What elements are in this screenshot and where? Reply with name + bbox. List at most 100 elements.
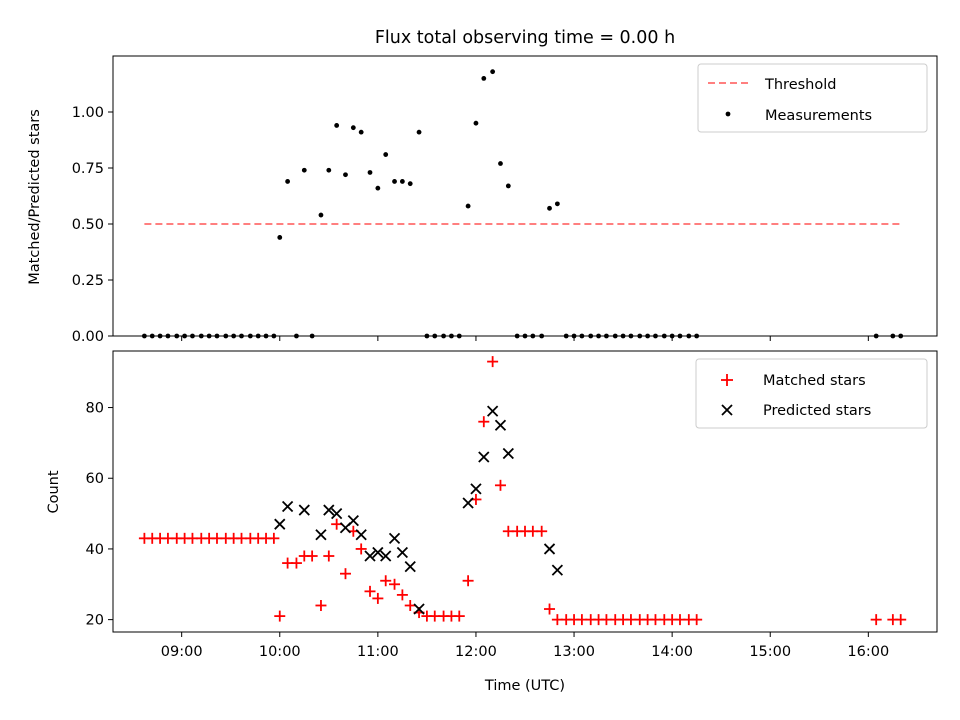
predicted-stars-point — [323, 504, 335, 516]
matched-stars-point — [339, 568, 351, 580]
matched-stars-point — [895, 614, 907, 626]
matched-stars-point — [487, 356, 499, 368]
legend-measurements-swatch — [725, 111, 731, 117]
bottom-x-tick-label: 11:00 — [357, 644, 399, 660]
measurements-point — [392, 179, 397, 184]
measurements-point — [277, 235, 283, 240]
measurements-point — [407, 181, 413, 187]
matched-stars-point — [380, 575, 392, 587]
bottom-x-tick-label: 13:00 — [553, 644, 595, 660]
predicted-stars-point — [543, 543, 556, 555]
matched-stars-point — [268, 532, 280, 544]
matched-stars-point — [331, 518, 343, 530]
matched-stars-point — [494, 479, 506, 491]
measurements-point — [318, 212, 324, 218]
bottom-y-tick-label: 80 — [86, 401, 104, 417]
predicted-stars-point — [355, 529, 367, 541]
measurements-point — [505, 183, 511, 189]
matched-stars-point — [290, 557, 302, 569]
top-plot-frame — [112, 55, 938, 337]
top-y-tick-label: 0.25 — [72, 273, 104, 289]
legend-threshold-label: Threshold — [764, 77, 836, 93]
measurements-point — [383, 152, 389, 157]
bottom-x-tick-label: 14:00 — [651, 644, 693, 660]
bottom-legend-box — [695, 358, 928, 429]
top-y-tick-label: 0.75 — [72, 161, 104, 177]
measurements-point — [350, 125, 356, 131]
bottom-x-tick-label: 10:00 — [259, 644, 301, 660]
matched-stars-point — [536, 525, 548, 537]
bottom-panel: Count Time (UTC) 09:00 10:00 11:00 12:00 13:… — [46, 350, 938, 694]
predicted-stars-point — [274, 518, 286, 530]
predicted-stars-point — [380, 550, 392, 562]
matched-stars-point — [396, 589, 408, 601]
measurements-point — [301, 167, 307, 173]
matched-stars-point — [691, 614, 703, 626]
predicted-stars-point — [462, 497, 474, 509]
measurements-point — [367, 170, 373, 175]
measurements-point — [490, 69, 496, 75]
measurements-point — [547, 205, 552, 211]
bottom-x-tick-label: 15:00 — [749, 644, 791, 660]
bottom-y-axis-label: Count — [46, 470, 62, 513]
top-y-tick-label: 0.50 — [72, 217, 104, 233]
legend-predicted-label: Predicted stars — [763, 403, 871, 419]
predicted-stars-point — [331, 507, 343, 520]
bottom-x-tick-label: 16:00 — [847, 644, 889, 660]
top-panel: Flux total observing time = 0.00 h Match… — [27, 28, 938, 345]
matched-stars-point — [355, 543, 367, 555]
predicted-stars-point — [494, 419, 507, 431]
predicted-stars-point — [486, 405, 499, 417]
top-y-tick-label: 0.00 — [72, 329, 104, 345]
predicted-stars-point — [364, 550, 376, 562]
predicted-stars-point — [396, 546, 409, 559]
predicted-stars-point — [470, 483, 482, 495]
legend-predicted-swatch — [721, 404, 733, 416]
top-plot-area: 0.00 0.25 0.50 0.75 1.00 — [72, 69, 904, 345]
legend-matched-swatch — [721, 374, 733, 386]
top-chart-title: Flux total observing time = 0.00 h — [375, 28, 675, 48]
matched-stars-point — [315, 599, 327, 611]
predicted-stars-point — [551, 564, 564, 576]
matched-stars-point — [404, 599, 416, 611]
top-legend-box — [697, 63, 928, 133]
matched-stars-point — [364, 585, 376, 597]
predicted-stars-point — [347, 515, 359, 527]
measurements-point — [554, 201, 560, 207]
measurements-point — [358, 129, 364, 135]
matched-stars-point — [453, 610, 465, 622]
matched-stars-point — [372, 592, 384, 604]
measurements-point — [473, 120, 479, 126]
predicted-stars-point — [502, 447, 514, 460]
predicted-stars-point — [281, 500, 294, 513]
bottom-y-tick-label: 60 — [86, 471, 104, 487]
predicted-stars-point — [404, 560, 416, 573]
measurements-point — [285, 179, 291, 184]
top-y-tick-label: 1.00 — [72, 105, 104, 121]
predicted-stars-point — [478, 451, 490, 463]
bottom-x-tick-label: 09:00 — [161, 644, 203, 660]
measurements-point — [334, 123, 340, 128]
measurements-point — [498, 161, 503, 166]
bottom-plot-frame — [112, 350, 938, 633]
bottom-y-tick-label: 40 — [86, 542, 104, 558]
predicted-stars-point — [388, 532, 401, 544]
matched-stars-point — [389, 578, 401, 590]
top-legend: Threshold Measurements — [697, 63, 928, 133]
matched-stars-point — [870, 614, 882, 626]
bottom-y-tick-label: 20 — [86, 613, 104, 629]
matched-stars-point — [274, 610, 286, 622]
predicted-stars-point — [372, 546, 384, 559]
top-y-axis-label: Matched/Predicted stars — [27, 109, 43, 285]
matched-stars-point — [478, 416, 490, 428]
measurements-point — [375, 185, 381, 191]
measurements-point — [481, 76, 487, 81]
legend-matched-label: Matched stars — [763, 373, 866, 389]
measurements-point — [465, 203, 471, 209]
measurements-point — [343, 172, 348, 178]
predicted-stars-point — [298, 504, 310, 516]
bottom-plot-area: 09:00 10:00 11:00 12:00 13:00 14:00 15:00 16:00… — [86, 356, 907, 660]
bottom-x-axis-label: Time (UTC) — [484, 678, 565, 694]
legend-measurements-label: Measurements — [765, 108, 872, 124]
